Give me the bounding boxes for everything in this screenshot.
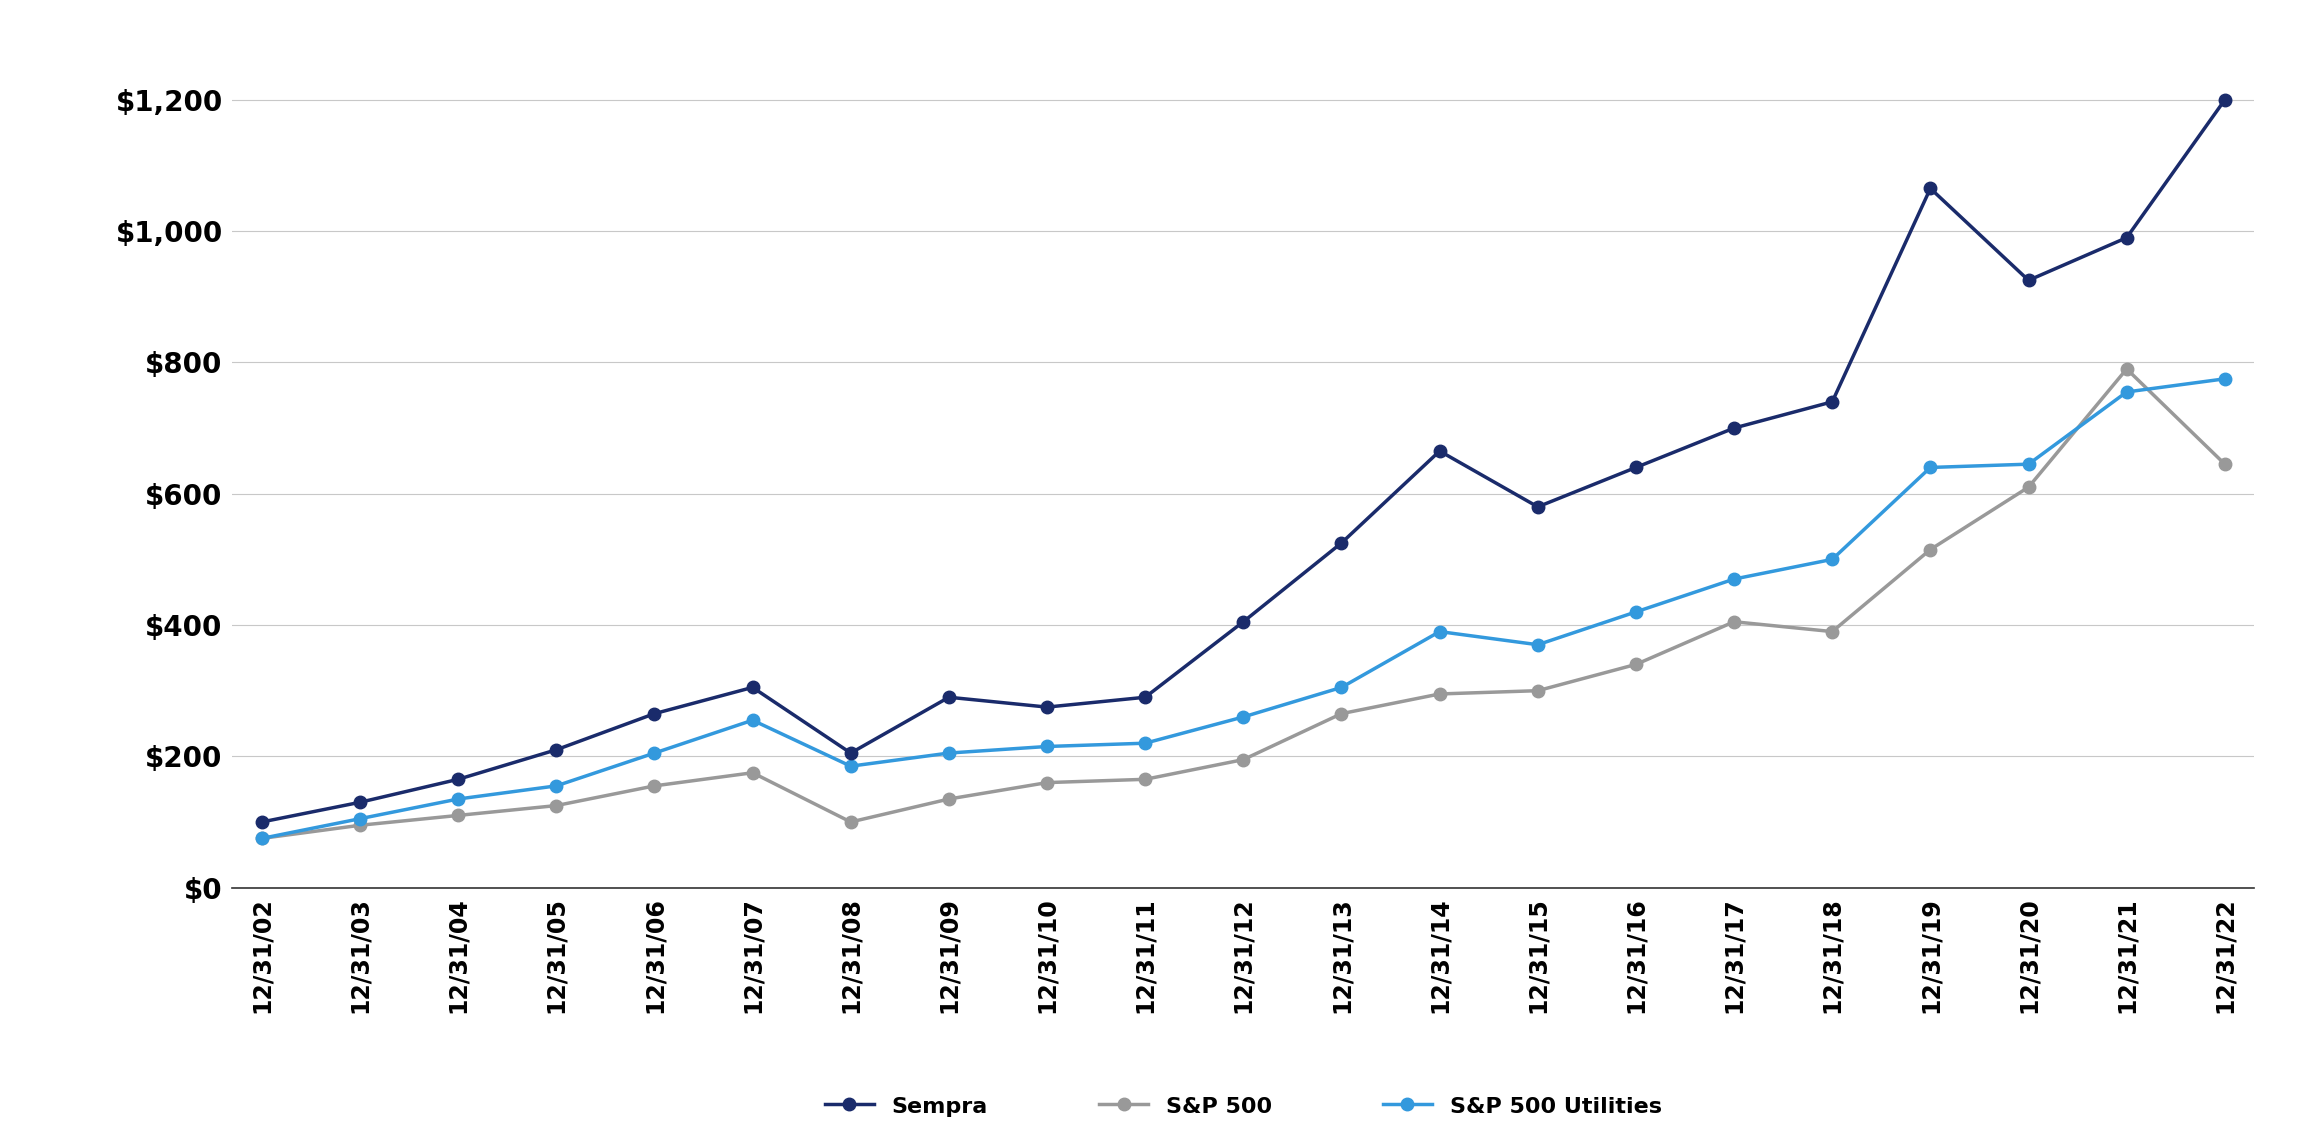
S&P 500 — [1132, 773, 1160, 786]
S&P 500 Utilities — [1917, 461, 1945, 475]
Sempra — [1720, 421, 1748, 435]
Sempra — [2113, 231, 2140, 245]
S&P 500 Utilities — [1229, 710, 1257, 724]
Sempra — [249, 815, 277, 828]
Sempra — [1229, 615, 1257, 628]
S&P 500 Utilities — [934, 747, 962, 760]
S&P 500 Utilities — [2113, 385, 2140, 398]
S&P 500 Utilities — [1622, 605, 1650, 619]
S&P 500 Utilities — [1327, 681, 1355, 694]
Sempra — [1817, 395, 1845, 409]
S&P 500 Utilities — [1132, 736, 1160, 750]
S&P 500 — [346, 818, 374, 832]
Sempra — [1132, 691, 1160, 704]
S&P 500 Utilities — [2015, 457, 2043, 471]
S&P 500 Utilities — [837, 759, 865, 773]
S&P 500 Utilities — [541, 780, 569, 793]
S&P 500 Utilities — [346, 811, 374, 825]
Sempra — [1917, 182, 1945, 196]
Sempra — [444, 773, 472, 786]
S&P 500 Utilities — [2210, 372, 2238, 386]
Sempra — [1525, 500, 1552, 513]
S&P 500 — [2015, 480, 2043, 494]
S&P 500 — [2113, 362, 2140, 376]
Sempra — [1327, 536, 1355, 550]
S&P 500 — [1622, 658, 1650, 671]
S&P 500 Utilities — [1720, 572, 1748, 586]
S&P 500 — [2210, 457, 2238, 471]
Sempra — [541, 743, 569, 757]
S&P 500 — [1229, 753, 1257, 767]
Sempra — [2210, 93, 2238, 107]
S&P 500 Utilities — [249, 832, 277, 846]
S&P 500 — [1034, 776, 1062, 790]
S&P 500 — [1817, 625, 1845, 638]
S&P 500 — [541, 799, 569, 813]
Sempra — [346, 795, 374, 809]
S&P 500 Utilities — [1425, 625, 1452, 638]
Line: S&P 500 Utilities: S&P 500 Utilities — [256, 372, 2231, 844]
Sempra — [934, 691, 962, 704]
Line: Sempra: Sempra — [256, 93, 2231, 828]
S&P 500 Utilities — [1034, 740, 1062, 753]
S&P 500 — [837, 815, 865, 828]
S&P 500 — [739, 766, 767, 780]
S&P 500 — [1327, 707, 1355, 720]
Sempra — [641, 707, 669, 720]
S&P 500 Utilities — [1525, 638, 1552, 652]
S&P 500 Utilities — [444, 792, 472, 806]
S&P 500 — [1720, 615, 1748, 628]
S&P 500 Utilities — [1817, 553, 1845, 567]
Line: S&P 500: S&P 500 — [256, 363, 2231, 844]
Sempra — [2015, 273, 2043, 287]
S&P 500 — [444, 809, 472, 823]
S&P 500 — [934, 792, 962, 806]
S&P 500 Utilities — [641, 747, 669, 760]
S&P 500 — [1917, 543, 1945, 556]
Sempra — [1034, 700, 1062, 714]
S&P 500 — [1525, 684, 1552, 698]
Sempra — [739, 681, 767, 694]
Sempra — [1622, 461, 1650, 475]
S&P 500 Utilities — [739, 714, 767, 727]
Sempra — [837, 747, 865, 760]
S&P 500 — [249, 832, 277, 846]
Legend: Sempra, S&P 500, S&P 500 Utilities: Sempra, S&P 500, S&P 500 Utilities — [816, 1087, 1671, 1125]
Sempra — [1425, 444, 1452, 457]
S&P 500 — [1425, 687, 1452, 701]
S&P 500 — [641, 780, 669, 793]
